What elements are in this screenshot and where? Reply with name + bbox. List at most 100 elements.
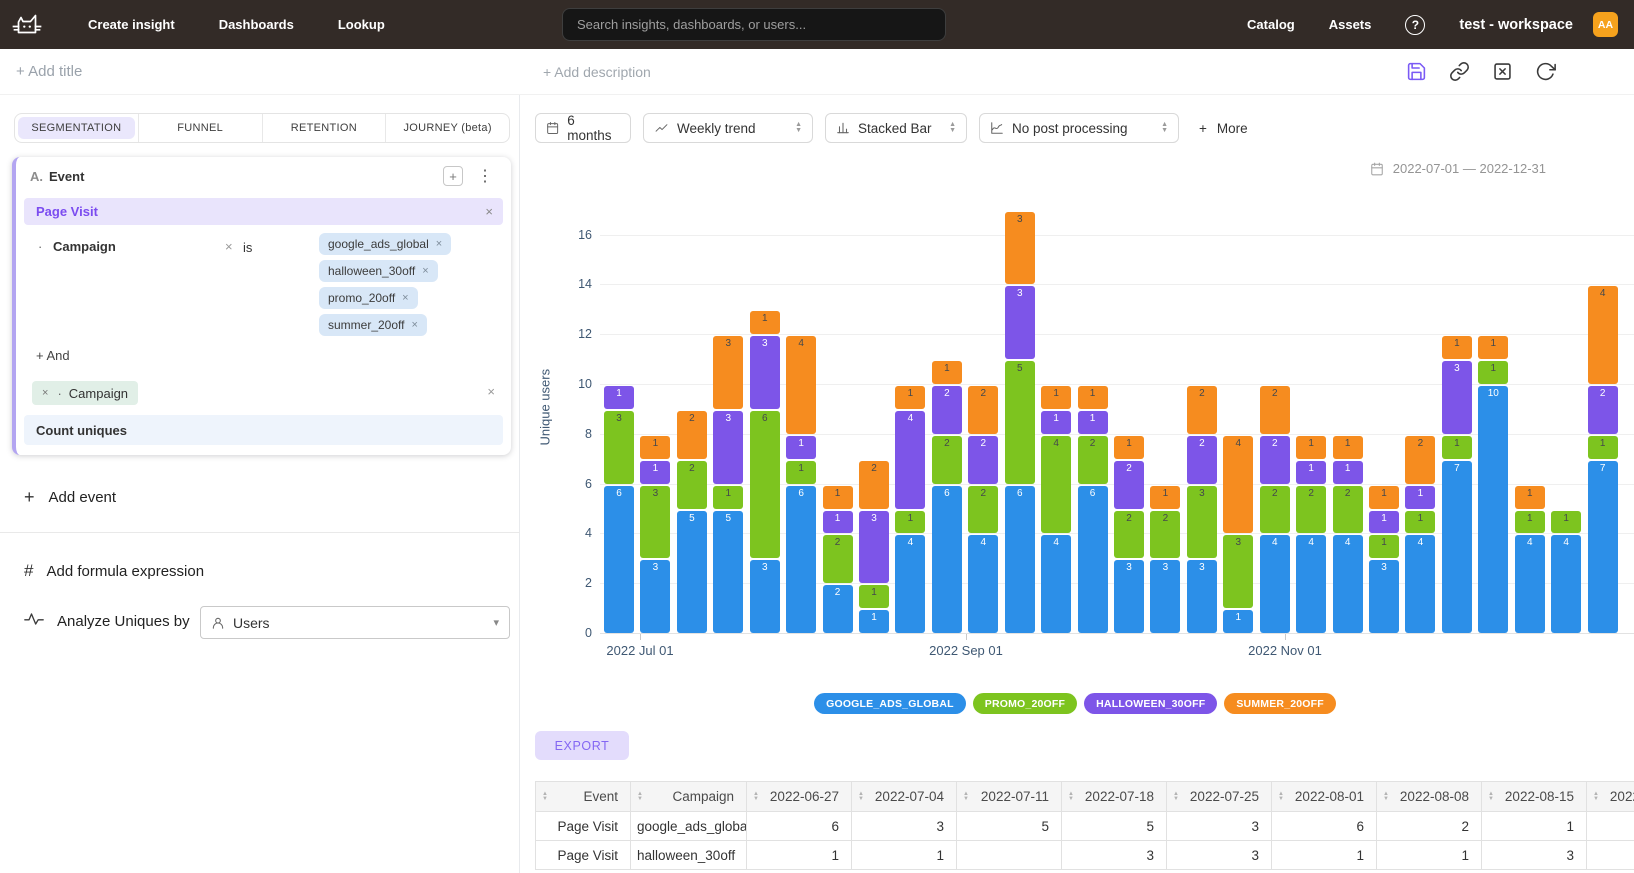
- remove-chip-icon[interactable]: ×: [422, 265, 428, 277]
- remove-breakdown-icon[interactable]: ×: [42, 387, 48, 399]
- nav-link-catalog[interactable]: Catalog: [1247, 17, 1295, 32]
- remove-filter-icon[interactable]: ×: [225, 239, 233, 254]
- sort-icon[interactable]: ▲▼: [542, 792, 548, 802]
- bar-value-label: 2: [1187, 388, 1217, 399]
- column-header-2022-08-01[interactable]: ▲▼2022-08-01: [1272, 782, 1377, 812]
- bar-segment-google_ads_global: 6: [604, 486, 634, 633]
- bar-value-label: 2: [1114, 513, 1144, 524]
- filter-chip-halloween-30off[interactable]: halloween_30off×: [319, 260, 438, 282]
- nav-link-assets[interactable]: Assets: [1329, 17, 1372, 32]
- trend-select[interactable]: Weekly trend ▲▼: [643, 113, 813, 143]
- chart-type-select[interactable]: Stacked Bar ▲▼: [825, 113, 967, 143]
- help-icon[interactable]: ?: [1405, 15, 1425, 35]
- add-filter-button[interactable]: +: [443, 166, 463, 186]
- search-input[interactable]: [562, 8, 946, 41]
- copy-link-icon[interactable]: [1449, 61, 1470, 82]
- column-header-2022-07-11[interactable]: ▲▼2022-07-11: [957, 782, 1062, 812]
- column-header-2022-08-08[interactable]: ▲▼2022-08-08: [1377, 782, 1482, 812]
- tab-journey-beta[interactable]: JOURNEY (beta): [385, 114, 509, 142]
- column-header-2022-08-15[interactable]: ▲▼2022-08-15: [1482, 782, 1587, 812]
- nav-link-lookup[interactable]: Lookup: [338, 17, 385, 32]
- y-tick-label: 8: [548, 427, 592, 441]
- time-window-button[interactable]: 6 months: [535, 113, 631, 143]
- tab-funnel[interactable]: FUNNEL: [138, 114, 262, 142]
- tab-segmentation[interactable]: SEGMENTATION: [15, 114, 138, 142]
- bar-value-label: 1: [1588, 438, 1618, 449]
- analyze-by-select[interactable]: Users ▾: [200, 606, 510, 639]
- add-and-condition-button[interactable]: + And: [36, 348, 70, 363]
- bar-segment-halloween_30off: 2: [1260, 436, 1290, 484]
- sort-icon[interactable]: ▲▼: [753, 792, 759, 802]
- bar-value-label: 4: [1223, 438, 1253, 449]
- remove-chip-icon[interactable]: ×: [402, 292, 408, 304]
- table-cell: 3: [1482, 841, 1587, 870]
- more-button[interactable]: + More: [1199, 121, 1248, 136]
- refresh-icon[interactable]: [1535, 61, 1556, 82]
- nav-link-dashboards[interactable]: Dashboards: [219, 17, 294, 32]
- app-logo-cat-icon[interactable]: [10, 10, 44, 40]
- column-header-2022-08-22[interactable]: ▲▼2022-08-22: [1587, 782, 1634, 812]
- analyze-by-label: Analyze Uniques by: [57, 613, 190, 630]
- column-header-2022-07-04[interactable]: ▲▼2022-07-04: [852, 782, 957, 812]
- post-processing-select[interactable]: No post processing ▲▼: [979, 113, 1179, 143]
- bar-value-label: 3: [750, 562, 780, 573]
- bar-value-label: 1: [1223, 612, 1253, 623]
- remove-event-icon[interactable]: ×: [485, 204, 493, 219]
- save-icon[interactable]: [1406, 61, 1427, 82]
- event-selector[interactable]: Page Visit ×: [24, 198, 503, 225]
- filter-chip-summer-20off[interactable]: summer_20off×: [319, 314, 427, 336]
- filter-operator[interactable]: is: [243, 240, 252, 255]
- column-header-event[interactable]: ▲▼Event: [536, 782, 631, 812]
- table-cell: 1: [1377, 841, 1482, 870]
- tab-retention[interactable]: RETENTION: [262, 114, 386, 142]
- sort-icon[interactable]: ▲▼: [1173, 792, 1179, 802]
- remove-chip-icon[interactable]: ×: [411, 319, 417, 331]
- filter-chip-promo-20off[interactable]: promo_20off×: [319, 287, 418, 309]
- event-name: Page Visit: [36, 204, 98, 219]
- avatar[interactable]: AA: [1593, 12, 1618, 37]
- bar-segment-summer_20off: 2: [1260, 386, 1290, 434]
- sort-icon[interactable]: ▲▼: [1383, 792, 1389, 802]
- event-menu-icon[interactable]: ⋮: [477, 166, 493, 186]
- sort-icon[interactable]: ▲▼: [1278, 792, 1284, 802]
- filter-property-name[interactable]: Campaign: [53, 239, 116, 254]
- bar-segment-google_ads_global: 3: [1187, 560, 1217, 633]
- bar-segment-summer_20off: 1: [1150, 486, 1180, 509]
- top-nav: Create insight Dashboards Lookup Catalog…: [0, 0, 1634, 49]
- bar-segment-google_ads_global: 4: [1551, 535, 1581, 633]
- column-header-2022-07-25[interactable]: ▲▼2022-07-25: [1167, 782, 1272, 812]
- table-cell: 3: [852, 812, 957, 841]
- add-formula-button[interactable]: # Add formula expression: [24, 561, 204, 581]
- bar-segment-promo_20off: 1: [1515, 511, 1545, 534]
- add-description-button[interactable]: + Add description: [543, 64, 651, 80]
- add-title-button[interactable]: + Add title: [16, 63, 82, 80]
- remove-chip-icon[interactable]: ×: [436, 238, 442, 250]
- breakdown-chip[interactable]: × · Campaign: [32, 381, 138, 405]
- bar-value-label: 3: [640, 562, 670, 573]
- aggregation-label: Count uniques: [36, 423, 127, 438]
- clear-close-icon[interactable]: [1492, 61, 1513, 82]
- clear-breakdown-icon[interactable]: ×: [487, 384, 495, 399]
- bar-value-label: 1: [1551, 513, 1581, 524]
- sort-icon[interactable]: ▲▼: [637, 792, 643, 802]
- sort-icon[interactable]: ▲▼: [1068, 792, 1074, 802]
- export-button[interactable]: EXPORT: [535, 731, 629, 760]
- nav-link-create-insight[interactable]: Create insight: [88, 17, 175, 32]
- chart-type-value: Stacked Bar: [858, 121, 932, 136]
- sort-icon[interactable]: ▲▼: [1488, 792, 1494, 802]
- column-header-campaign[interactable]: ▲▼Campaign: [631, 782, 747, 812]
- bar-value-label: 4: [1588, 288, 1618, 299]
- add-event-button[interactable]: + Add event: [24, 487, 116, 508]
- pulse-icon: [24, 611, 44, 631]
- filter-chip-google-ads-global[interactable]: google_ads_global×: [319, 233, 451, 255]
- sort-icon[interactable]: ▲▼: [858, 792, 864, 802]
- aggregation-selector[interactable]: Count uniques: [24, 415, 503, 445]
- column-header-2022-07-18[interactable]: ▲▼2022-07-18: [1062, 782, 1167, 812]
- chevron-down-icon: ▾: [493, 616, 499, 629]
- sort-icon[interactable]: ▲▼: [1593, 792, 1599, 802]
- bar-value-label: 3: [1114, 562, 1144, 573]
- column-header-2022-06-27[interactable]: ▲▼2022-06-27: [747, 782, 852, 812]
- bar-segment-google_ads_global: 3: [1369, 560, 1399, 633]
- workspace-name[interactable]: test - workspace: [1459, 17, 1573, 33]
- sort-icon[interactable]: ▲▼: [963, 792, 969, 802]
